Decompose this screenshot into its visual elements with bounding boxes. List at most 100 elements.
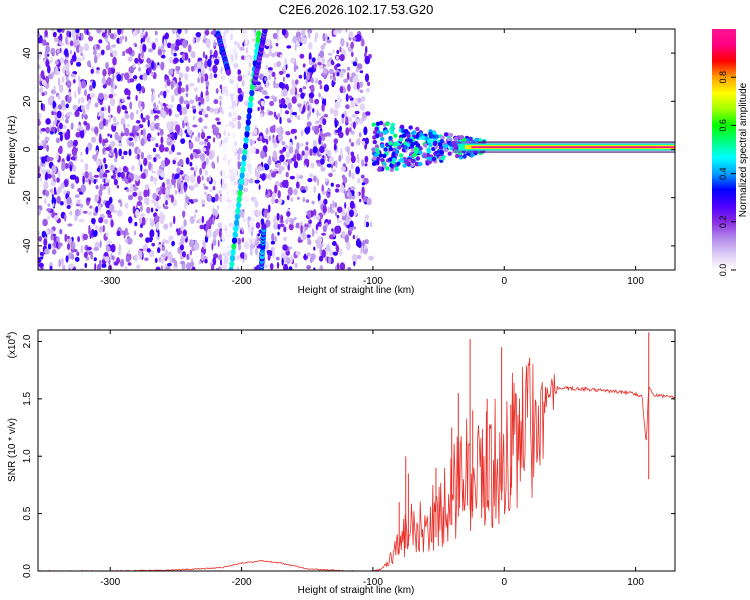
noise-speck	[326, 163, 332, 168]
noise-speck	[176, 167, 181, 174]
noise-speck	[257, 233, 260, 237]
noise-speck	[307, 105, 310, 111]
noise-speck	[265, 65, 269, 70]
noise-speck	[361, 159, 365, 167]
noise-speck	[131, 141, 134, 148]
noise-speck	[276, 261, 280, 269]
y-tick-label: 0.5	[22, 506, 33, 520]
noise-speck	[95, 225, 98, 230]
band-speck	[388, 157, 393, 162]
noise-speck	[175, 38, 181, 47]
noise-speck	[57, 70, 61, 76]
noise-speck	[200, 131, 206, 140]
noise-speck	[177, 29, 182, 35]
noise-speck	[96, 263, 102, 270]
noise-speck	[194, 67, 198, 72]
noise-speck	[198, 71, 202, 79]
noise-speck	[206, 177, 210, 182]
noise-speck	[111, 175, 114, 179]
noise-speck	[311, 125, 316, 131]
noise-speck	[350, 194, 356, 200]
noise-speck	[335, 184, 341, 188]
noise-speck	[306, 252, 311, 257]
noise-speck	[122, 50, 126, 56]
noise-speck	[328, 172, 333, 178]
noise-speck	[328, 219, 332, 225]
noise-speck	[348, 227, 354, 232]
noise-speck	[206, 135, 212, 139]
noise-speck	[364, 55, 371, 65]
noise-speck	[166, 121, 172, 130]
noise-speck	[359, 117, 364, 125]
band-speck	[432, 141, 437, 146]
noise-speck	[303, 253, 307, 261]
noise-speck	[345, 116, 349, 124]
noise-speck	[96, 67, 100, 71]
noise-speck	[318, 124, 322, 129]
noise-speck	[140, 138, 145, 147]
noise-speck	[52, 101, 57, 108]
noise-speck	[164, 147, 169, 152]
noise-speck	[38, 64, 41, 70]
noise-speck	[358, 198, 362, 203]
noise-speck	[201, 64, 204, 73]
spectrogram-signal-band	[371, 120, 675, 173]
noise-speck	[144, 184, 150, 190]
noise-speck	[179, 110, 182, 116]
noise-speck	[106, 181, 110, 187]
noise-speck	[139, 106, 143, 113]
noise-speck	[147, 188, 150, 197]
noise-speck	[173, 157, 178, 161]
noise-speck	[306, 121, 312, 127]
noise-speck	[79, 208, 82, 216]
noise-speck	[316, 240, 321, 249]
noise-speck	[124, 72, 130, 80]
noise-speck	[157, 132, 160, 136]
noise-speck	[134, 254, 138, 262]
noise-speck	[267, 254, 271, 261]
noise-speck	[289, 254, 293, 263]
noise-speck	[170, 47, 173, 56]
x-tick-label: 0	[501, 577, 507, 588]
x-tick-label: 0	[501, 276, 507, 287]
noise-speck	[209, 188, 213, 193]
noise-speck	[118, 251, 121, 256]
noise-speck	[204, 191, 208, 196]
noise-speck	[218, 106, 223, 111]
noise-speck	[254, 128, 258, 136]
noise-speck	[318, 199, 323, 205]
noise-speck	[186, 262, 192, 270]
noise-speck	[287, 163, 291, 171]
noise-speck	[322, 205, 327, 214]
noise-speck	[296, 142, 300, 151]
noise-speck	[112, 73, 115, 82]
noise-speck	[158, 100, 161, 105]
noise-speck	[44, 248, 50, 255]
noise-speck	[74, 194, 80, 199]
noise-speck	[209, 262, 213, 266]
noise-speck	[57, 186, 62, 193]
noise-speck	[349, 209, 354, 218]
noise-speck	[45, 126, 50, 134]
y-tick-label: -40	[22, 238, 33, 253]
noise-speck	[303, 71, 306, 80]
noise-speck	[313, 246, 316, 251]
noise-speck	[57, 95, 61, 100]
noise-speck	[269, 169, 273, 174]
noise-speck	[285, 131, 291, 136]
noise-speck	[364, 73, 370, 82]
noise-speck	[132, 205, 136, 215]
noise-speck	[282, 146, 287, 152]
noise-speck	[360, 96, 366, 102]
noise-speck	[352, 61, 358, 67]
noise-speck	[321, 56, 326, 65]
noise-speck	[44, 136, 50, 142]
noise-speck	[173, 57, 179, 64]
noise-speck	[184, 29, 188, 34]
noise-speck	[74, 90, 77, 99]
noise-speck	[66, 205, 71, 209]
noise-speck	[338, 131, 344, 138]
noise-speck	[178, 72, 184, 79]
noise-speck	[160, 54, 166, 59]
noise-speck	[309, 148, 313, 156]
